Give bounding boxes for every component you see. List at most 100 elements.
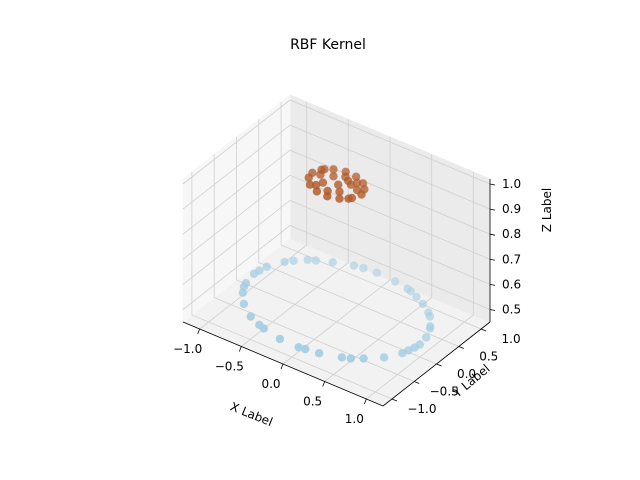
y-gridline <box>213 154 415 382</box>
x-gridline <box>366 172 474 400</box>
scatter-point <box>418 299 428 309</box>
y-gridline <box>280 102 482 330</box>
z-tick-label: 0.6 <box>502 277 521 291</box>
x-gridline <box>199 102 308 330</box>
x-gridline <box>241 119 349 347</box>
scatter-point <box>425 312 435 321</box>
scatter-point <box>246 312 255 321</box>
z-gridline <box>182 124 491 210</box>
z-tick-label: 0.8 <box>502 227 521 241</box>
y-tick-mark <box>458 346 464 349</box>
x-tick-mark <box>280 363 284 370</box>
x-tick-label: 0.5 <box>303 395 322 409</box>
scatter-point <box>346 180 356 189</box>
scatter-point <box>249 269 259 278</box>
scatter-point <box>398 349 407 358</box>
axis-lines <box>182 179 496 407</box>
scatter-point <box>305 180 315 189</box>
scatter-point <box>318 178 328 187</box>
scatter-point <box>323 192 332 201</box>
y-gridline <box>191 172 393 400</box>
scatter-point <box>335 194 344 203</box>
scatter-point <box>391 277 400 286</box>
scatter-point <box>349 261 359 270</box>
y-tick-mark <box>480 328 487 332</box>
x-gridline <box>282 137 391 365</box>
scatter-point <box>359 354 368 363</box>
scatter-point <box>346 354 355 363</box>
scatter-point <box>329 165 338 174</box>
z-gridline <box>182 199 491 285</box>
scatter-point <box>311 180 321 190</box>
scatter-point <box>314 349 324 358</box>
y-gridline <box>258 119 459 347</box>
x-tick-mark <box>363 398 367 405</box>
scatter-point <box>372 268 382 277</box>
y-tick-label: 1.0 <box>502 332 521 346</box>
z-tick-mark <box>489 283 496 286</box>
scatter-point <box>316 170 325 179</box>
z-tick-label: 0.9 <box>502 202 521 216</box>
tick-labels: −1.0−0.50.00.51.0−1.0−0.50.00.51.00.50.6… <box>173 177 521 426</box>
scatter-point <box>275 334 285 344</box>
z-tick-mark <box>489 208 496 211</box>
x-tick-label: −1.0 <box>173 342 202 356</box>
z-tick-label: 0.7 <box>502 252 521 266</box>
z-gridline <box>182 149 491 235</box>
scatter-point <box>412 292 421 302</box>
z-tick-label: 1.0 <box>502 177 521 191</box>
y-tick-mark <box>414 381 420 384</box>
y-tick-label: −0.5 <box>430 385 459 399</box>
z-gridline <box>182 225 491 310</box>
scatter-point <box>312 187 322 196</box>
z-gridline <box>182 99 491 185</box>
scatter-point <box>303 255 312 264</box>
chart-title: RBF Kernel <box>290 37 366 53</box>
scatter-point <box>344 194 353 203</box>
z-axis-label: Z Label <box>540 188 554 232</box>
scatter-point <box>329 172 338 181</box>
y-gridline <box>236 137 437 365</box>
scatter-point <box>337 353 347 362</box>
scatter-point <box>379 353 389 362</box>
scatter-point <box>289 256 298 265</box>
y-tick-mark <box>391 398 398 402</box>
z-tick-mark <box>489 309 496 311</box>
y-tick-label: −1.0 <box>407 402 436 416</box>
z-gridline <box>182 174 491 260</box>
scatter-point <box>328 258 337 267</box>
y-tick-label: 0.0 <box>457 367 476 381</box>
scatter-point <box>280 257 289 267</box>
z-tick-label: 0.5 <box>502 302 521 316</box>
z-tick-mark <box>489 233 496 236</box>
x-tick-mark <box>322 381 326 387</box>
scatter-points <box>238 165 435 363</box>
x-tick-mark <box>238 346 242 352</box>
scatter-point <box>335 187 344 196</box>
scatter-point <box>357 190 366 199</box>
scatter-point <box>422 333 431 342</box>
scatter-point <box>304 173 313 182</box>
y-tick-mark <box>436 363 442 367</box>
x-tick-label: 0.0 <box>261 377 280 391</box>
z-tick-mark <box>489 258 496 261</box>
y-tick-label: 0.5 <box>479 350 498 364</box>
scatter-point <box>294 343 303 352</box>
scatter-point <box>406 287 416 296</box>
scatter-point <box>238 288 247 297</box>
scatter-point <box>259 324 268 333</box>
x-tick-label: 1.0 <box>345 412 364 426</box>
scatter-point <box>301 344 310 354</box>
x-tick-label: −0.5 <box>215 360 244 374</box>
scatter-point <box>359 264 368 273</box>
scatter-point <box>351 172 361 181</box>
x-gridline <box>324 154 433 382</box>
grid-lines <box>182 99 491 400</box>
scatter-point <box>262 262 271 271</box>
scatter-point <box>311 256 320 265</box>
scatter-point <box>425 324 435 333</box>
scatter-point <box>239 299 249 309</box>
x-tick-mark <box>197 328 201 335</box>
scatter-point <box>334 180 343 189</box>
